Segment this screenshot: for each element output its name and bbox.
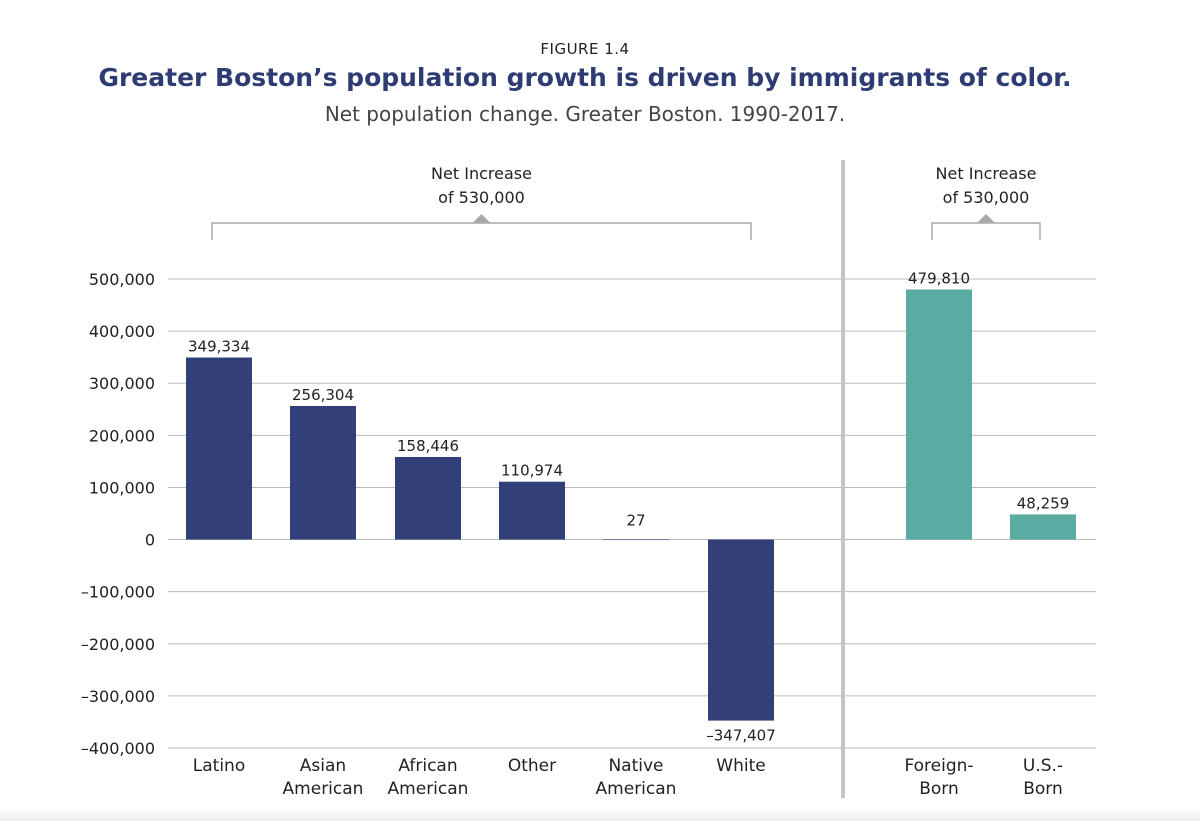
bar-value-label: 48,259 [1017,494,1070,512]
x-category-label: Native [608,756,663,776]
bar [499,481,565,540]
bar [708,539,774,721]
bracket-pointer [472,214,491,223]
y-tick-label: 200,000 [89,426,155,445]
group-annotation-line2: of 530,000 [943,188,1030,207]
chart-subtitle: Net population change. Greater Boston. 1… [324,102,846,126]
bar-value-label: 256,304 [292,386,354,404]
y-tick-label: –200,000 [81,635,155,654]
x-category-label: African [398,756,457,776]
group-annotation-line1: Net Increase [936,164,1037,183]
x-category-label: Asian [300,756,346,776]
bar [290,405,356,540]
group-annotation-line2: of 530,000 [438,188,525,207]
bar-value-label: –347,407 [706,727,776,745]
bar-value-label: 349,334 [188,338,250,356]
x-category-label: U.S.- [1023,756,1063,776]
x-category-label: Foreign- [904,756,973,776]
bar-value-label: 158,446 [397,437,459,455]
chart-title: Greater Boston’s population growth is dr… [98,63,1072,92]
bar-value-label: 110,974 [501,462,563,480]
bar-value-label: 27 [626,512,645,530]
x-category-label: American [596,779,677,799]
x-category-label: Latino [193,756,245,776]
x-category-label: White [716,756,765,776]
bracket-pointer [977,214,995,223]
page-bottom-edge [0,807,1200,821]
y-tick-label: –100,000 [81,583,155,602]
group-annotation-line1: Net Increase [431,164,532,183]
bar [906,289,972,540]
y-tick-label: 400,000 [89,322,155,341]
y-tick-label: –400,000 [81,739,155,758]
y-tick-label: 100,000 [89,478,155,497]
x-category-label: Born [1023,779,1063,799]
group-bracket [931,222,1041,240]
x-category-label: American [283,779,364,799]
y-tick-label: 500,000 [89,270,155,289]
bar [1010,514,1076,540]
group-bracket [211,222,752,240]
bar-value-label: 479,810 [908,270,970,288]
figure-label: FIGURE 1.4 [540,40,630,58]
bar [186,357,252,540]
x-category-label: Other [508,756,556,776]
x-category-label: Born [919,779,959,799]
y-tick-label: 300,000 [89,374,155,393]
y-tick-label: –300,000 [81,687,155,706]
bar [395,456,461,540]
y-tick-label: 0 [145,531,155,550]
bar [603,539,669,541]
x-category-label: American [388,779,469,799]
